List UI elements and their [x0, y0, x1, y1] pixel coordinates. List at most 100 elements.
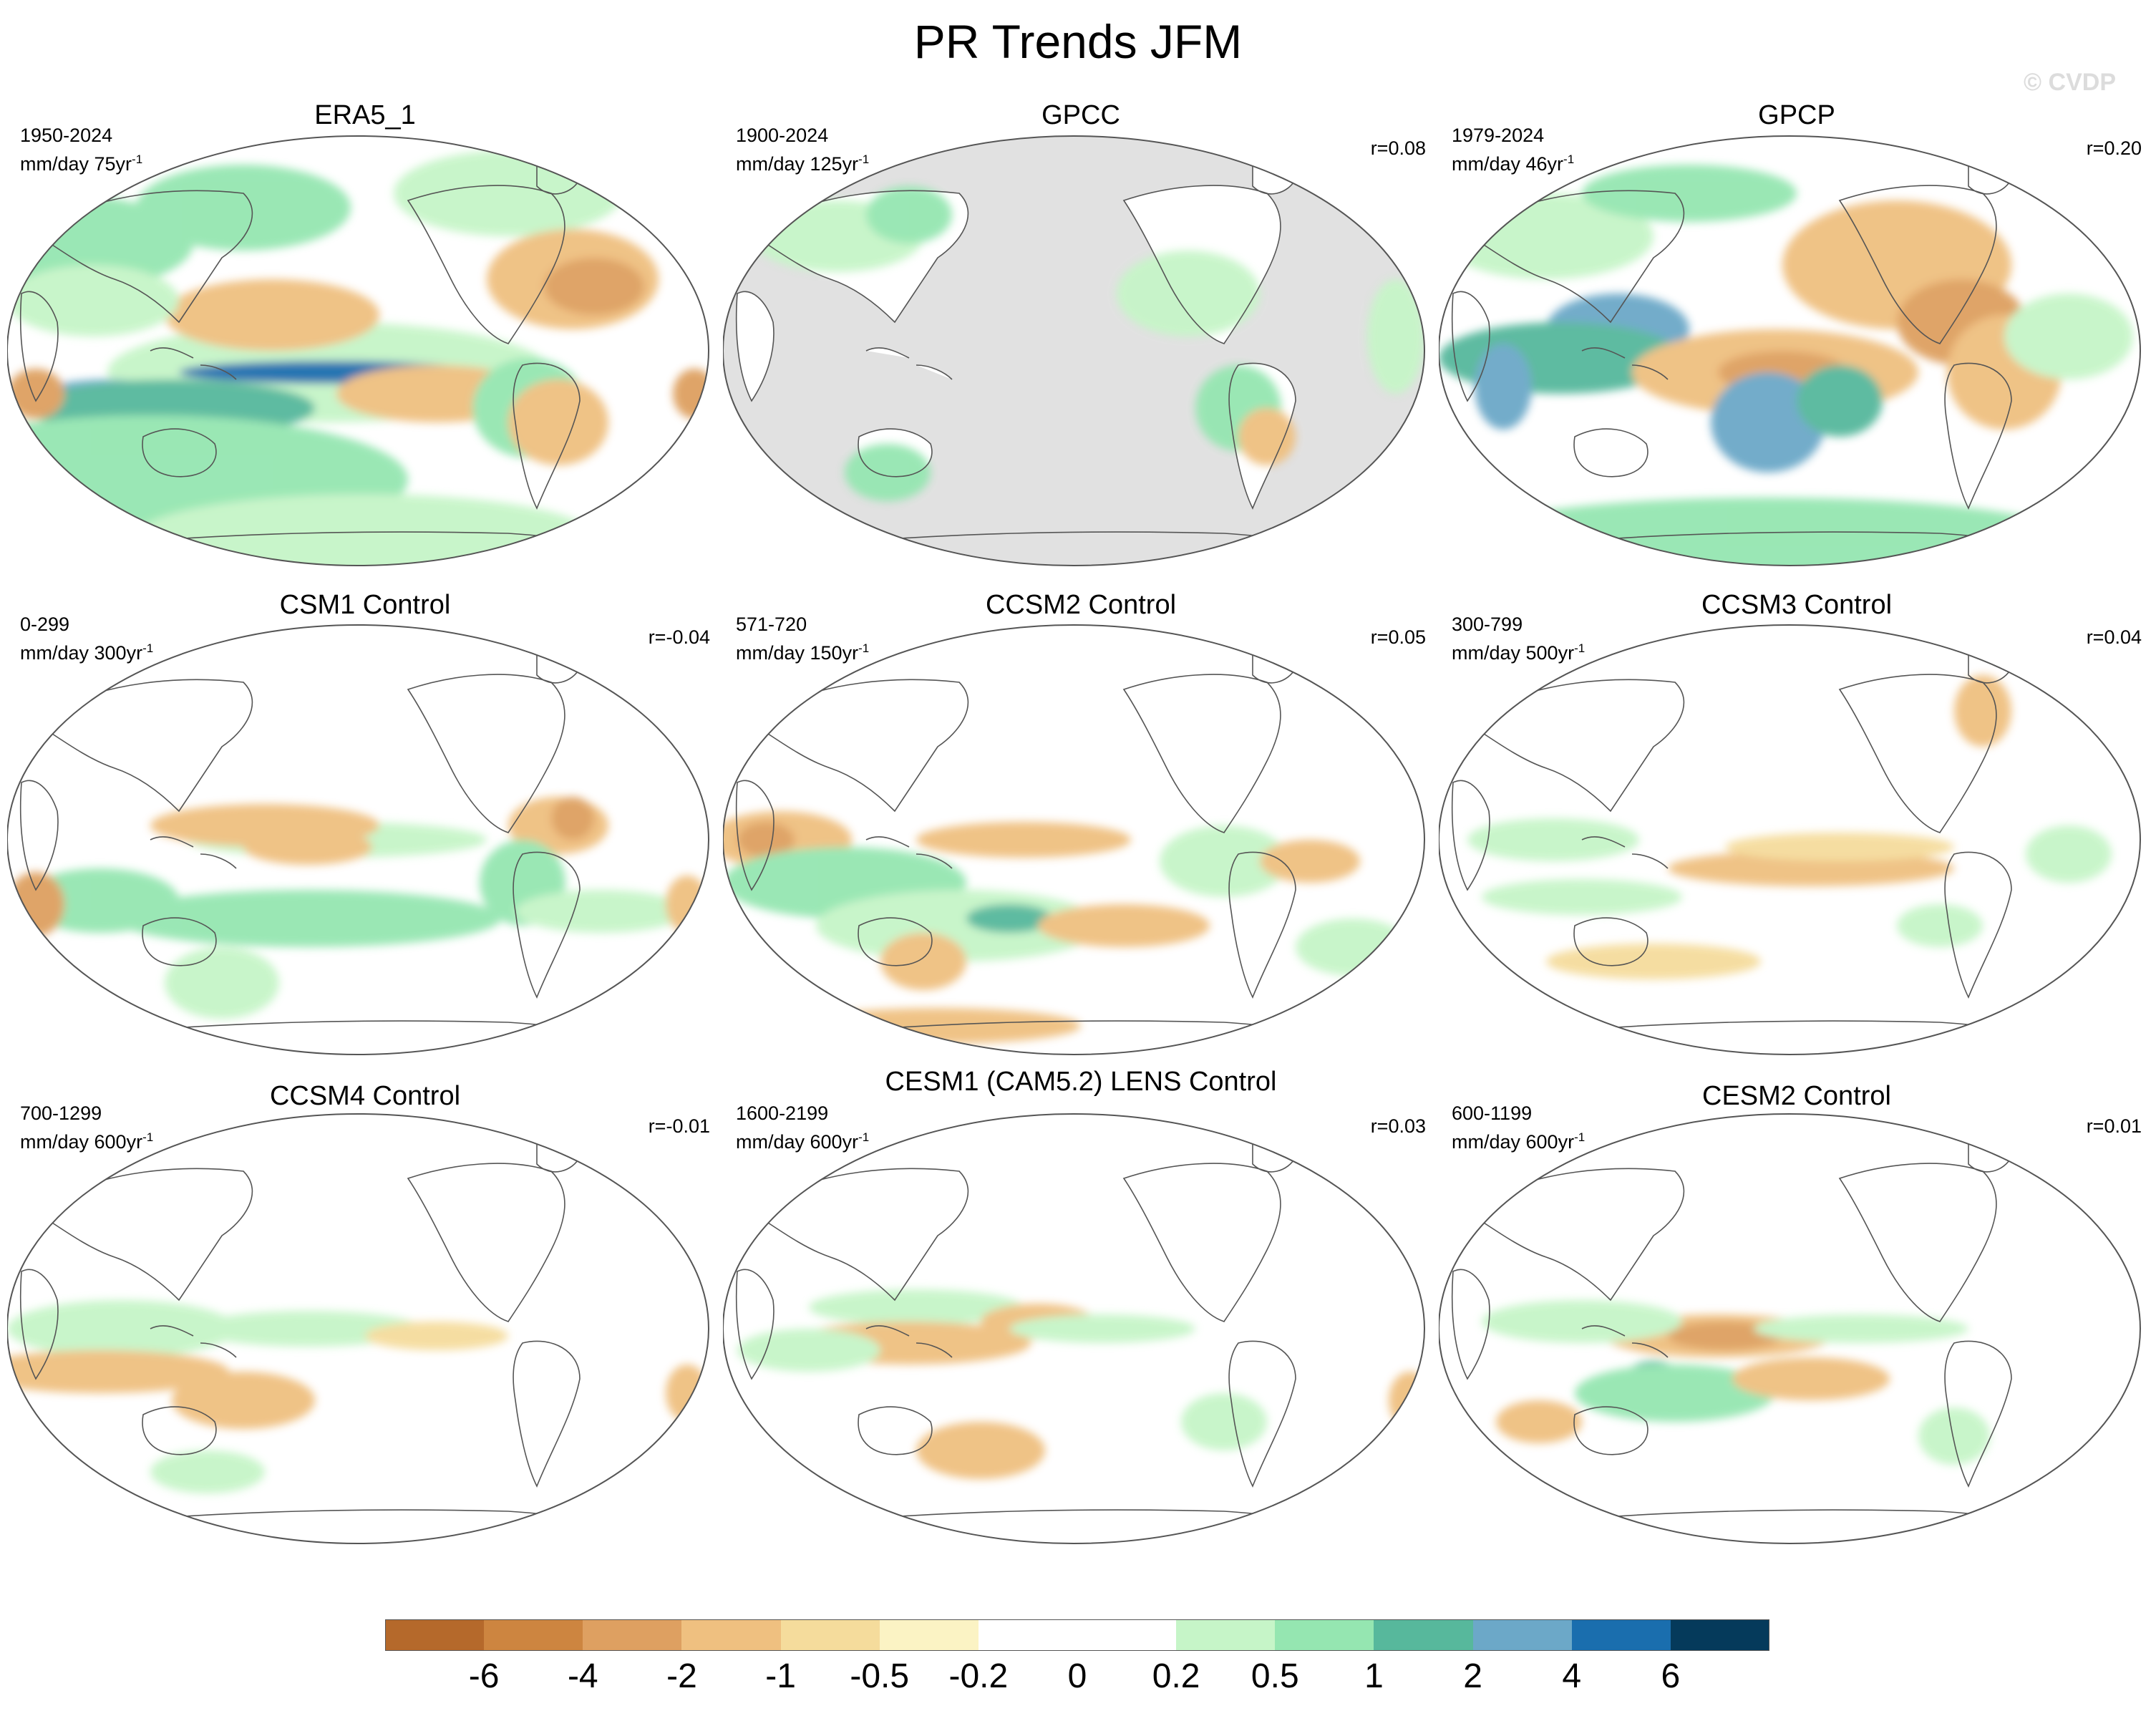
map-panel: CCSM3 Control 300-799 mm/day 500yr-1 r=0.04 — [1439, 582, 2155, 1069]
coastline — [142, 1406, 217, 1455]
trend-blob — [1496, 1400, 1582, 1443]
trend-blob — [515, 890, 687, 933]
trend-blob — [7, 369, 64, 419]
panel-units-exponent: -1 — [1563, 152, 1575, 166]
coastline — [19, 291, 59, 402]
trend-blob — [809, 1289, 1024, 1325]
colorbar-swatch — [1472, 1619, 1573, 1651]
coastline — [1451, 1269, 1490, 1380]
coastline — [1481, 190, 1685, 324]
panel-units-exponent: -1 — [142, 641, 154, 655]
trend-blob — [243, 829, 372, 865]
coastline — [865, 1325, 953, 1358]
panel-correlation: r=-0.01 — [648, 1115, 710, 1137]
panel-units-exponent: -1 — [142, 1130, 154, 1144]
panel-units-text: mm/day 600yr — [20, 1131, 143, 1153]
trend-blob — [7, 1300, 236, 1357]
coastline — [1122, 674, 1281, 833]
coastline — [1451, 780, 1490, 891]
panel-correlation: r=0.08 — [1370, 137, 1426, 159]
colorbar-swatch — [1275, 1619, 1374, 1651]
trend-blob — [2026, 825, 2112, 883]
coastline — [735, 291, 774, 402]
panel-correlation: r=0.03 — [1370, 1115, 1426, 1137]
map-panel: GPCP 1979-2024 mm/day 46yr-1 r=0.20 — [1439, 93, 2155, 580]
colorbar-tick-label: -0.2 — [948, 1657, 1009, 1695]
coastline — [1573, 428, 1648, 478]
trend-blob — [136, 165, 351, 251]
trend-blob — [1582, 165, 1797, 222]
map-frame — [1439, 135, 2141, 566]
map-panel: CCSM4 Control 700-1299 mm/day 600yr-1 r=-0.… — [7, 1071, 723, 1558]
coastline — [513, 1340, 581, 1488]
trend-blob — [7, 872, 64, 936]
map-frame — [1439, 1113, 2141, 1544]
map-figure — [7, 1113, 709, 1544]
trend-blob — [544, 258, 644, 315]
coastline — [150, 347, 237, 380]
panel-units-exponent: -1 — [132, 152, 143, 166]
coastline — [865, 836, 953, 869]
coastline — [49, 1168, 253, 1302]
map-figure — [1439, 624, 2141, 1055]
trend-blob — [1575, 1365, 1775, 1422]
map-figure — [1439, 135, 2141, 566]
panel-units: mm/day 300yr-1 — [20, 636, 153, 665]
trend-blob — [666, 876, 709, 933]
coastline — [1481, 1168, 1685, 1302]
coastline — [865, 347, 953, 380]
coastline — [1573, 1406, 1648, 1455]
map-frame — [7, 1113, 709, 1544]
colorbar-tick-label: -2 — [666, 1657, 697, 1695]
panel-title: CCSM4 Control — [269, 1081, 461, 1111]
panel-units: mm/day 125yr-1 — [736, 147, 869, 176]
colorbar-swatch — [583, 1619, 682, 1651]
panel-units-text: mm/day 600yr — [1452, 1131, 1575, 1153]
map-figure — [723, 624, 1425, 1055]
trend-blob — [551, 797, 594, 840]
panel-units-exponent: -1 — [1574, 641, 1586, 655]
map-frame — [723, 1113, 1425, 1544]
panel-title: GPCC — [1041, 100, 1120, 130]
land-area — [866, 347, 952, 379]
map-figure — [723, 1113, 1425, 1544]
map-frame — [7, 135, 709, 566]
coastline — [1481, 679, 1685, 813]
trend-blob — [172, 1372, 315, 1429]
trend-blob — [1367, 279, 1424, 394]
colorbar-swatch — [1670, 1619, 1770, 1651]
coastline — [1838, 1163, 1997, 1322]
trend-blob — [1238, 408, 1296, 465]
colorbar-tick-label: 0.5 — [1251, 1657, 1299, 1695]
panel-correlation: r=0.04 — [2086, 626, 2142, 648]
coastline — [858, 428, 933, 478]
panel-units-exponent: -1 — [858, 641, 870, 655]
panel-correlation: r=0.20 — [2086, 137, 2142, 159]
trend-blob — [1389, 1372, 1424, 1429]
coastline — [1228, 362, 1296, 510]
trend-blob — [1711, 372, 1825, 472]
colorbar-tick-label: 6 — [1661, 1657, 1681, 1695]
colorbar-swatch — [1077, 1619, 1177, 1651]
trend-blob — [1482, 879, 1682, 915]
map-frame — [7, 624, 709, 1055]
trend-field — [7, 1300, 709, 1493]
trend-blob — [1009, 1314, 1195, 1343]
map-frame — [1439, 624, 2141, 1055]
coastline — [1838, 185, 1997, 344]
trend-blob — [7, 265, 179, 336]
coastline — [49, 190, 253, 324]
panel-title: CCSM2 Control — [985, 590, 1177, 620]
panel-units-exponent: -1 — [858, 1130, 870, 1144]
colorbar-swatch — [978, 1619, 1078, 1651]
trend-blob — [394, 150, 623, 236]
trend-blob — [845, 444, 931, 501]
trend-blob — [1732, 1357, 1890, 1400]
map-panel: ERA5_1 1950-2024 mm/day 75yr-1 — [7, 93, 723, 580]
coastline — [1228, 851, 1296, 999]
trend-blob — [1038, 904, 1210, 947]
colorbar-swatch — [1374, 1619, 1474, 1651]
land-area — [736, 291, 774, 401]
coastline — [735, 1269, 774, 1380]
coastline — [1838, 674, 1997, 833]
